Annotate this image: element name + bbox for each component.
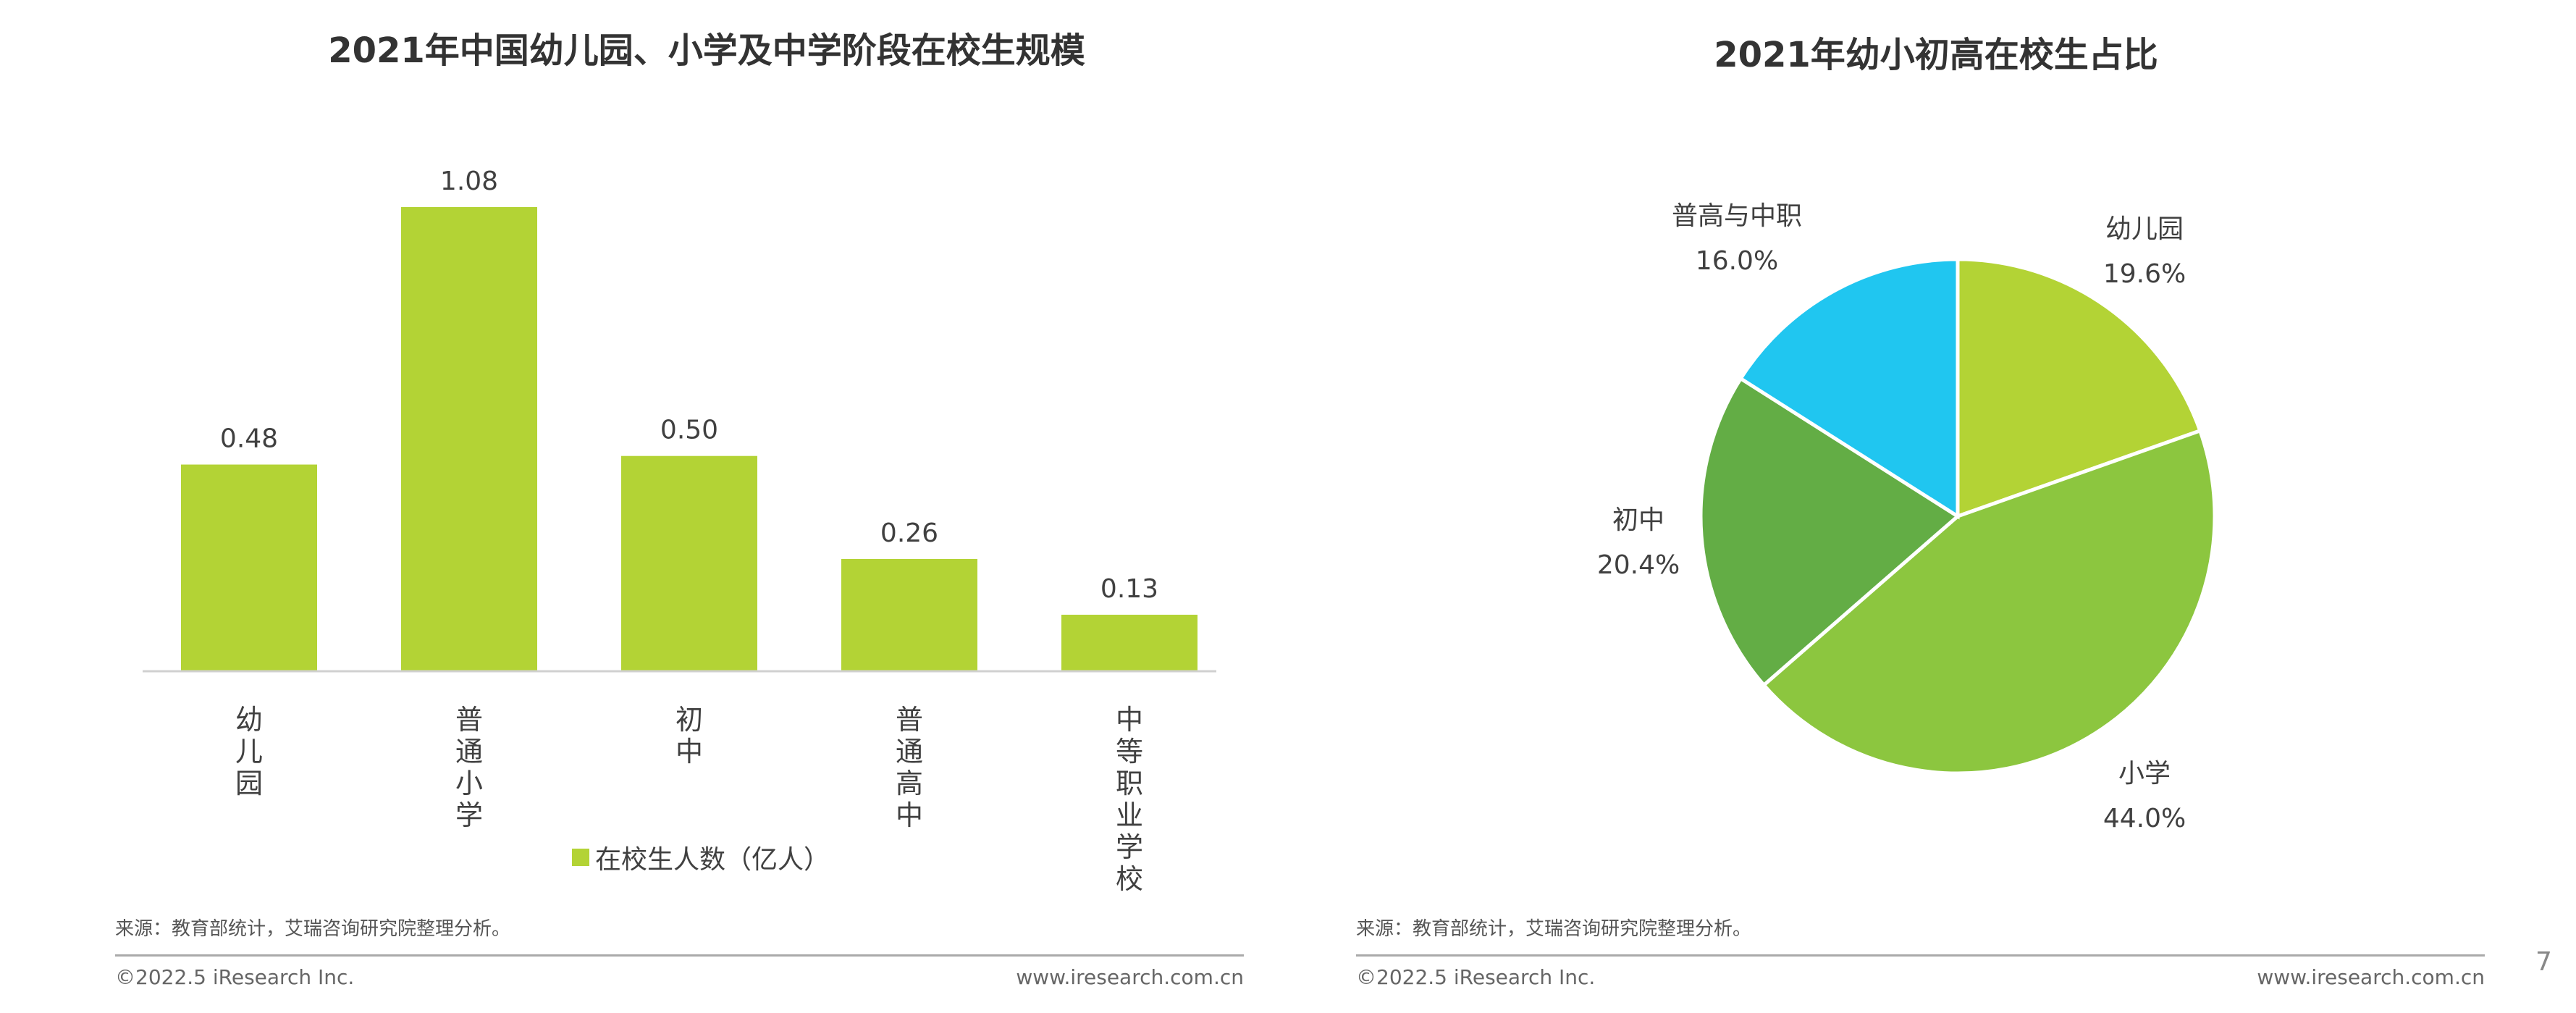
divider-left (115, 954, 1244, 957)
slice-percent: 44.0% (2103, 804, 2186, 833)
copyright-right: ©2022.5 iResearch Inc. (1356, 965, 1596, 989)
legend-swatch (572, 849, 589, 866)
slice-name: 幼儿园 (2105, 214, 2184, 244)
bar-value-label: 0.13 (1100, 574, 1158, 604)
pie-label-junior: 初中 20.4% (1597, 498, 1680, 588)
pie-slice (1699, 376, 1961, 688)
bar (621, 455, 757, 671)
slice-percent: 19.6% (2103, 259, 2186, 289)
copyright-left: ©2022.5 iResearch Inc. (115, 965, 355, 989)
legend-label: 在校生人数（亿人） (595, 845, 830, 875)
bar-value-label: 0.26 (880, 518, 938, 548)
source-note-right: 来源：教育部统计，艾瑞咨询研究院整理分析。 (1356, 918, 1752, 940)
website-left: www.iresearch.com.cn (1016, 965, 1244, 989)
bar-value-label: 1.08 (440, 167, 498, 196)
pie-chart-title: 2021年幼小初高在校生占比 (1714, 35, 2158, 75)
pie-slice (1761, 428, 2217, 775)
pie-label-primary: 小学 44.0% (2103, 752, 2186, 841)
bar-legend: 在校生人数（亿人） (572, 838, 830, 876)
bar (1061, 614, 1197, 671)
website-right: www.iresearch.com.cn (2257, 965, 2485, 989)
bar (401, 207, 537, 671)
bar-chart-title: 2021年中国幼儿园、小学及中学阶段在校生规模 (328, 30, 1085, 71)
slice-percent: 16.0% (1695, 246, 1779, 276)
x-tick-label: 初中 (675, 704, 703, 768)
bar-chart: 0.48 1.08 0.50 0.26 0.13 (143, 167, 1216, 673)
slice-percent: 20.4% (1596, 550, 1680, 580)
page-number: 7 (2535, 947, 2552, 977)
x-tick-label: 普通小学 (455, 704, 483, 831)
slice-name: 初中 (1612, 505, 1664, 535)
source-note-left: 来源：教育部统计，艾瑞咨询研究院整理分析。 (115, 918, 511, 940)
pie-slice (1738, 257, 1960, 520)
bar-value-label: 0.50 (660, 416, 718, 445)
x-tick-label: 普通高中 (895, 704, 923, 831)
slice-name: 普高与中职 (1671, 201, 1803, 231)
bar-value-label: 0.48 (220, 424, 278, 454)
pie-label-senior: 普高与中职 16.0% (1672, 194, 1802, 284)
bar (181, 464, 317, 671)
pie-label-kindergarten: 幼儿园 19.6% (2103, 207, 2186, 297)
slice-name: 小学 (2118, 759, 2171, 789)
divider-right (1356, 954, 2485, 957)
x-tick-label: 中等职业学校 (1115, 704, 1143, 895)
bar (841, 558, 977, 671)
x-tick-label: 幼儿园 (235, 704, 263, 799)
